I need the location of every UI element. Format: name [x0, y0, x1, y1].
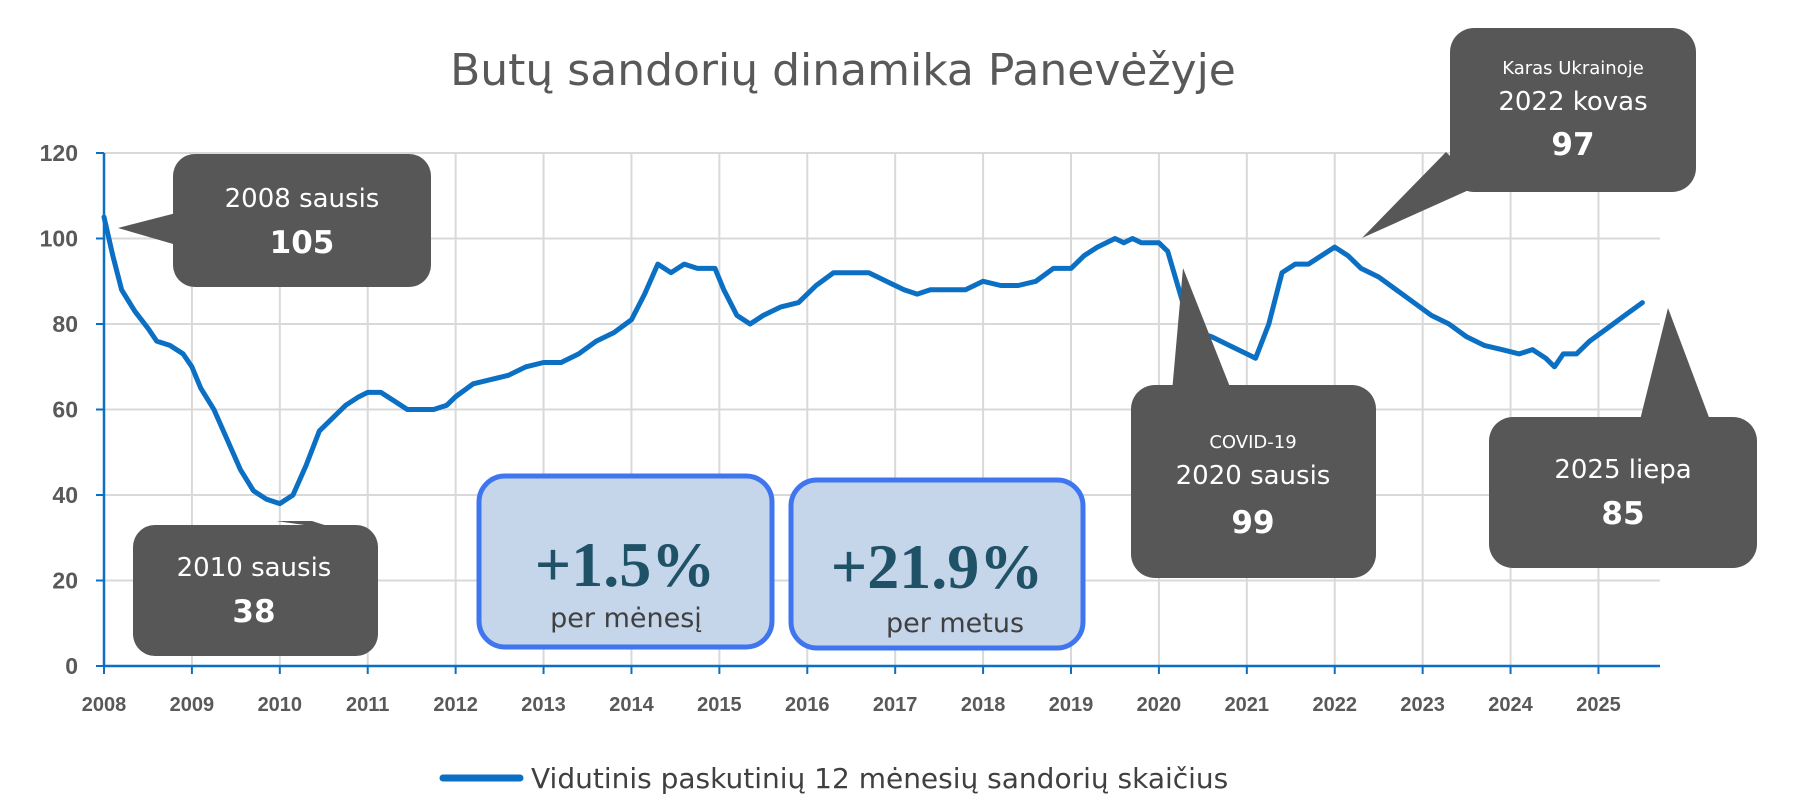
callout-2008: 2008 sausis 105	[118, 154, 431, 287]
callout-covid: COVID-19 2020 sausis 99	[1131, 268, 1376, 578]
callout-2008-pointer	[118, 212, 180, 246]
callout-2008-label: 2008 sausis	[225, 184, 380, 214]
y-tick-label: 60	[52, 397, 78, 423]
x-tick-label: 2024	[1488, 694, 1533, 716]
callout-2025-box	[1489, 417, 1757, 568]
kpi-monthly-box	[476, 473, 775, 650]
callout-2010-value: 38	[232, 594, 275, 630]
callout-war-small: Karas Ukrainoje	[1502, 58, 1644, 79]
callout-covid-small: COVID-19	[1209, 432, 1296, 453]
callout-covid-pointer	[1172, 268, 1232, 392]
y-tick-label: 40	[52, 482, 78, 508]
x-tick-label: 2023	[1400, 694, 1445, 716]
kpi-yearly: +21.9% per metus	[788, 477, 1086, 651]
x-tick-label: 2009	[170, 694, 215, 716]
x-tick-label: 2020	[1137, 694, 1182, 716]
x-tick-label: 2017	[873, 694, 918, 716]
x-tick-label: 2013	[521, 694, 566, 716]
callout-covid-label: 2020 sausis	[1176, 461, 1331, 491]
y-tick-label: 100	[40, 226, 78, 252]
series-line	[101, 214, 1645, 507]
y-tick-label: 80	[52, 311, 78, 337]
x-tick-label: 2011	[346, 694, 389, 716]
callout-2010: 2010 sausis 38	[133, 521, 378, 656]
x-tick-label: 2008	[82, 694, 127, 716]
callout-war-label: 2022 kovas	[1498, 87, 1647, 117]
x-tick-label: 2014	[609, 694, 654, 716]
x-tick-label: 2025	[1576, 694, 1621, 716]
x-tick-label: 2016	[785, 694, 830, 716]
callout-2008-value: 105	[270, 225, 335, 261]
callout-2025-pointer	[1640, 308, 1710, 420]
y-tick-label: 0	[65, 653, 78, 679]
x-tick-label: 2010	[258, 694, 303, 716]
y-tick-label: 20	[52, 568, 78, 594]
callout-war: Karas Ukrainoje 2022 kovas 97	[1362, 28, 1696, 238]
callout-war-value: 97	[1551, 127, 1594, 163]
callout-2025-value: 85	[1601, 496, 1644, 532]
axes	[96, 152, 1660, 674]
x-tick-label: 2019	[1049, 694, 1094, 716]
callout-war-pointer	[1362, 152, 1480, 238]
x-tick-label: 2015	[697, 694, 742, 716]
x-tick-label: 2018	[961, 694, 1006, 716]
callout-2025: 2025 liepa 85	[1489, 308, 1757, 568]
y-tick-label: 120	[40, 140, 78, 166]
callout-war-box	[1450, 28, 1696, 192]
legend-label: Vidutinis paskutinių 12 mėnesių sandorių…	[531, 762, 1228, 795]
callout-covid-box	[1131, 385, 1376, 578]
kpi-monthly-label: per mėnesį	[550, 603, 702, 634]
chart-title: Butų sandorių dinamika Panevėžyje	[450, 45, 1236, 96]
kpi-monthly: +1.5% per mėnesį	[476, 473, 775, 650]
callout-2010-box	[133, 525, 378, 656]
callout-2008-box	[173, 154, 431, 287]
x-tick-label: 2021	[1225, 694, 1270, 716]
y-axis-ticks: 0 20 40 60 80 100 120	[40, 140, 78, 679]
callout-covid-value: 99	[1231, 505, 1274, 541]
kpi-yearly-label: per metus	[886, 608, 1024, 639]
x-tick-label: 2022	[1312, 694, 1357, 716]
x-tick-label: 2012	[433, 694, 478, 716]
x-axis-ticks: 2008 2009 2010 2011 2012 2013 2014 2015 2016 2017…	[82, 694, 1621, 716]
kpi-monthly-value: +1.5%	[535, 529, 715, 600]
kpi-yearly-value: +21.9%	[831, 531, 1043, 602]
legend: Vidutinis paskutinių 12 mėnesių sandorių…	[439, 762, 1228, 795]
kpi-yearly-box	[788, 477, 1086, 651]
callout-2010-label: 2010 sausis	[177, 553, 332, 583]
callout-2025-label: 2025 liepa	[1554, 455, 1691, 485]
